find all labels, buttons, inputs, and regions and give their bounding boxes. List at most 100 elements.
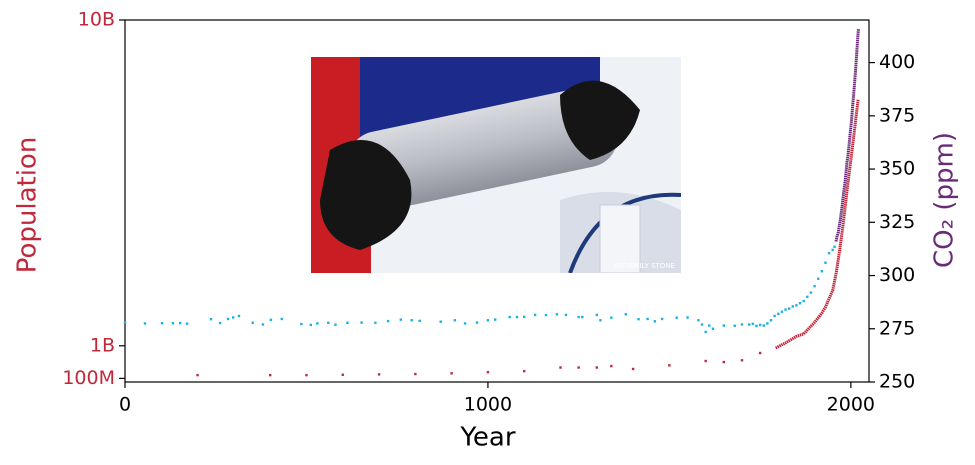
- inset-credit: NSF/EMILY STONE: [613, 262, 675, 270]
- data-point: [787, 307, 791, 310]
- y2-tick-label: 325: [879, 211, 915, 233]
- series-line: [834, 28, 860, 242]
- data-point: [143, 322, 147, 325]
- data-point: [784, 308, 787, 311]
- data-point: [309, 323, 313, 327]
- data-point: [269, 318, 273, 322]
- data-point: [791, 305, 794, 308]
- data-point: [631, 367, 635, 371]
- x-axis-label: Year: [459, 423, 515, 453]
- data-point: [740, 359, 744, 362]
- data-point: [740, 323, 744, 326]
- data-point: [305, 373, 308, 377]
- data-point: [581, 315, 584, 319]
- x-tick-label: 2000: [827, 394, 875, 416]
- data-point: [798, 302, 802, 305]
- data-point: [453, 319, 457, 322]
- data-point: [755, 324, 758, 328]
- data-point: [555, 313, 559, 316]
- y-tick-label: 100M: [62, 367, 115, 389]
- data-point: [261, 323, 265, 326]
- data-point: [762, 324, 765, 327]
- data-point: [700, 323, 704, 326]
- data-point: [769, 319, 773, 322]
- data-point: [704, 359, 707, 363]
- data-point: [316, 322, 319, 325]
- data-point: [599, 319, 602, 322]
- data-point: [595, 366, 599, 369]
- data-point: [231, 316, 235, 319]
- data-point: [123, 321, 127, 324]
- data-point: [637, 317, 640, 321]
- data-point: [564, 313, 568, 317]
- data-point: [809, 291, 813, 294]
- y2-tick-label: 275: [879, 317, 915, 339]
- data-point: [733, 324, 736, 327]
- data-point: [439, 320, 442, 323]
- y2-tick-label: 300: [879, 264, 915, 286]
- data-point: [463, 322, 467, 325]
- data-point: [450, 372, 453, 375]
- data-point: [544, 313, 548, 317]
- data-point: [280, 317, 283, 321]
- data-point: [795, 304, 798, 307]
- data-point: [820, 270, 824, 273]
- data-point: [833, 245, 836, 248]
- plot-frame: [124, 19, 870, 383]
- data-point: [577, 315, 580, 319]
- y2-axis-label: CO₂ (ppm): [930, 132, 960, 268]
- y2-tick-label: 400: [879, 51, 915, 73]
- data-point: [486, 319, 490, 322]
- data-point: [610, 316, 613, 319]
- x-tick-label: 0: [119, 394, 131, 416]
- inset-photo: NSF/EMILY STONE: [311, 57, 681, 273]
- data-point: [624, 313, 628, 316]
- data-point: [697, 319, 700, 322]
- data-point: [816, 277, 820, 280]
- data-point: [686, 316, 689, 319]
- data-point: [773, 314, 776, 318]
- data-point: [196, 373, 199, 377]
- data-point: [300, 322, 303, 326]
- data-point: [824, 261, 827, 264]
- y-axis-label: Population: [13, 137, 43, 274]
- data-point: [595, 313, 599, 317]
- data-point: [515, 315, 519, 319]
- data-point: [475, 321, 479, 324]
- data-point: [646, 317, 649, 321]
- data-point: [722, 324, 726, 327]
- data-point: [675, 316, 678, 319]
- data-point: [377, 373, 381, 376]
- data-point: [160, 322, 164, 325]
- data-point: [668, 364, 671, 367]
- data-point: [660, 317, 664, 321]
- data-point: [653, 320, 657, 323]
- data-point: [237, 314, 241, 318]
- data-point: [341, 373, 344, 376]
- data-point: [334, 323, 337, 326]
- y2-tick-label: 350: [879, 158, 915, 180]
- data-point: [508, 315, 511, 319]
- data-point: [523, 315, 526, 319]
- data-point: [374, 321, 377, 325]
- data-point: [486, 371, 490, 374]
- data-point: [827, 251, 831, 255]
- data-point: [360, 321, 363, 324]
- data-point: [704, 330, 707, 334]
- y-tick-label: 1B: [90, 334, 115, 356]
- data-point: [346, 321, 349, 325]
- y-tick-label: 10B: [78, 9, 115, 31]
- data-point: [766, 322, 769, 325]
- data-point: [722, 360, 726, 364]
- data-point: [268, 373, 272, 377]
- data-point: [410, 319, 413, 322]
- data-point: [559, 366, 562, 369]
- data-point: [748, 323, 751, 326]
- data-point: [780, 310, 784, 313]
- data-point: [777, 312, 780, 316]
- data-point: [831, 248, 834, 252]
- y2-tick-label: 375: [879, 104, 915, 126]
- data-point: [218, 321, 222, 325]
- data-point: [493, 318, 497, 321]
